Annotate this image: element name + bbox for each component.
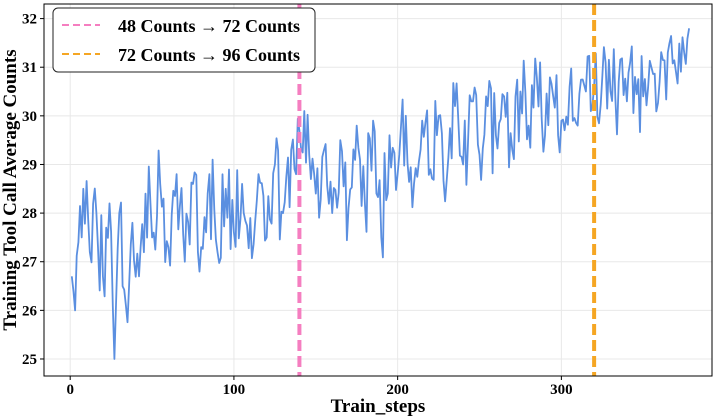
y-tick-label: 30 <box>22 109 37 125</box>
x-tick-label: 300 <box>550 382 573 398</box>
x-tick-label: 100 <box>223 382 246 398</box>
y-tick-label: 31 <box>22 60 37 76</box>
threshold-lines <box>297 4 597 376</box>
y-tick-label: 32 <box>22 12 37 28</box>
series-line <box>70 28 690 360</box>
x-tick-label: 200 <box>386 382 409 398</box>
legend-box <box>52 7 316 73</box>
y-axis-ticks: 25 26 27 28 29 30 31 32 <box>22 12 44 368</box>
x-tick-label: 0 <box>66 382 74 398</box>
x-axis-label: Train_steps <box>331 396 426 417</box>
y-tick-label: 26 <box>22 303 38 319</box>
plot-frame <box>43 3 713 377</box>
y-tick-label: 29 <box>22 157 37 173</box>
x-axis-ticks: 0 100 200 300 <box>66 376 573 398</box>
legend: 48 Counts → 72 Counts 72 Counts → 96 Cou… <box>52 7 316 73</box>
legend-label-orange: 72 Counts → 96 Counts <box>118 45 300 65</box>
series-layer <box>70 28 690 360</box>
legend-label-pink: 48 Counts → 72 Counts <box>118 16 300 36</box>
y-axis-label: Training Tool Call Average Counts <box>0 49 21 330</box>
y-tick-label: 25 <box>22 352 37 368</box>
y-tick-label: 28 <box>22 206 37 222</box>
y-tick-label: 27 <box>22 255 38 271</box>
